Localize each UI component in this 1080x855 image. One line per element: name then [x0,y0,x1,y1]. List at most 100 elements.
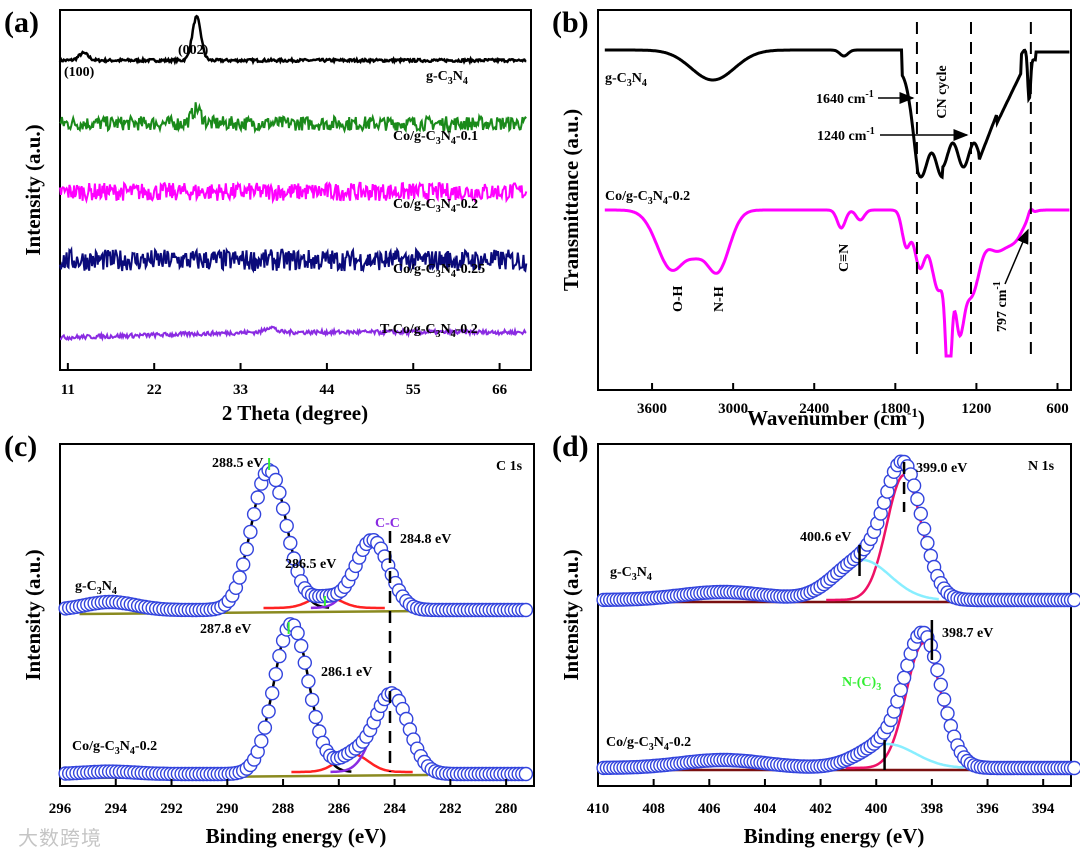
b-x-tick-label-3: 1800 [880,401,910,417]
a-x-tick-label-5: 66 [492,382,508,398]
c-top-marker [283,535,298,551]
d-bot-marker [930,663,945,678]
c-top-marker [268,472,283,488]
panel-b-ylabel: Transmittance (a.u.) [559,109,583,291]
d-top-marker [916,521,932,536]
panel-d-ticks: 410 408 406 404 402 400 398 396 394 [587,779,1055,817]
panel-c-ylabel: Intensity (a.u.) [21,549,45,680]
c-anno-2861: 286.1 eV [321,665,372,680]
d-anno-3987: 398.7 eV [942,626,993,641]
c-x-tick-label-6: 284 [383,801,406,817]
c-top-marker [286,551,302,566]
c-bot-marker [518,766,534,782]
d-x-tick-label-3: 404 [754,801,777,817]
b-label-co02: Co/g-C3N4-0.2 [605,189,690,207]
d-x-tick-label-6: 398 [921,801,944,817]
a-x-tick-label-4: 55 [406,382,421,398]
panel-b-dashed-lines [915,22,1032,362]
c-bot-marker [254,733,269,749]
panel-a-xlabel: 2 Theta (degree) [222,401,368,425]
a-label-co01: Co/g-C3N4-0.1 [393,129,478,147]
c-bot-marker [308,709,323,725]
d-top-marker [1067,592,1080,608]
peak-label-002: (002) [178,43,209,58]
b-x-tick-label-0: 3600 [637,401,667,417]
d-element: N 1s [1028,459,1055,474]
c-top-background [79,609,429,616]
panel-b-letter: (b) [552,6,589,39]
d-bot-marker [893,682,908,698]
c-top-marker [272,485,287,500]
panel-d-series [596,454,1080,776]
panel-a: (a) 11 22 33 44 55 66 2 Theta (degree) Intens… [4,6,532,425]
c-anno-2865: 286.5 eV [285,557,336,572]
b-anno-oh: O-H [671,285,686,312]
b-x-tick-label-1: 3000 [718,401,748,417]
panel-a-series [58,14,528,342]
a-series-line-0 [58,14,527,66]
c-x-tick-label-3: 290 [216,801,239,817]
d-top-marker [920,535,935,551]
b-anno-1640: 1640 cm-1 [816,89,874,107]
panel-c-xlabel: Binding energy (eV) [206,824,387,848]
panel-b-series [604,48,1070,358]
d-x-tick-label-2: 406 [698,801,721,817]
d-anno-3990: 399.0 eV [916,461,967,476]
d-top-marker [910,491,925,507]
panel-b-frame [597,9,1072,391]
c-top-marker [235,557,251,572]
c-x-tick-label-0: 296 [49,801,72,817]
b-series-line-black [604,48,1070,180]
c-bot-marker [297,655,312,670]
a-x-tick-label-2: 33 [233,382,248,398]
c-top-marker [246,507,262,522]
c-anno-2878: 287.8 eV [200,622,251,637]
c-top-marker [279,518,294,534]
d-anno-4006: 400.6 eV [800,530,851,545]
panel-d-frame [597,443,1072,787]
a-label-gc3n4: g-C3N4 [426,69,468,87]
panel-a-ticks: 11 22 33 44 55 66 [61,363,508,398]
b-x-tick-label-4: 1200 [961,401,991,417]
c-x-tick-label-5: 286 [328,801,351,817]
c-top-marker [232,570,247,585]
d-x-tick-label-4: 402 [809,801,832,817]
c-x-tick-label-1: 294 [105,801,128,817]
c-top-marker [250,490,265,505]
panel-a-letter: (a) [4,6,39,39]
a-label-co025: Co/g-C3N4-0.25 [393,262,485,280]
panel-b-ticks: 3600 3000 2400 1800 1200 600 [637,383,1069,417]
c-label-gc3n4: g-C3N4 [75,579,117,597]
peak-label-100: (100) [64,65,95,80]
a-label-co02: Co/g-C3N4-0.2 [393,197,478,215]
d-bot-marker [936,692,952,707]
c-x-tick-label-7: 282 [439,801,462,817]
panel-c-letter: (c) [4,430,37,463]
d-top-marker [913,506,928,521]
c-anno-2848: 284.8 eV [400,532,451,547]
b-anno-cn-triple: C≡N [837,244,852,272]
d-x-tick-label-1: 408 [642,801,665,817]
panel-d-xlabel: Binding energy (eV) [744,824,925,848]
b-arrow-797 [1004,228,1029,285]
panel-b: (b) 3600 3000 2400 1800 1200 600 Wavenumber (… [552,6,1072,430]
panel-c-frame [59,443,535,787]
d-label-co02: Co/g-C3N4-0.2 [606,735,691,753]
panel-d-ylabel: Intensity (a.u.) [559,549,583,680]
c-bot-marker [261,704,276,719]
c-bot-marker [265,686,280,701]
d-label-gc3n4: g-C3N4 [610,565,652,583]
c-bot-marker [272,648,287,664]
a-series-line-4 [60,325,527,342]
panel-d: (d) 410 408 406 404 402 400 398 396 394 Binding … [552,430,1080,848]
d-bot-marker [896,670,912,685]
a-series-line-2 [59,180,528,205]
a-label-tco02: T-Co/g-C3N4-0.2 [380,322,478,340]
c-element: C 1s [496,459,523,474]
b-anno-nh: N-H [712,286,727,312]
c-anno-2885: 288.5 eV [212,456,263,471]
a-series-line-3 [59,246,528,274]
d-anno-nc3: N-(C)3 [842,675,881,693]
c-label-co02: Co/g-C3N4-0.2 [72,739,157,757]
